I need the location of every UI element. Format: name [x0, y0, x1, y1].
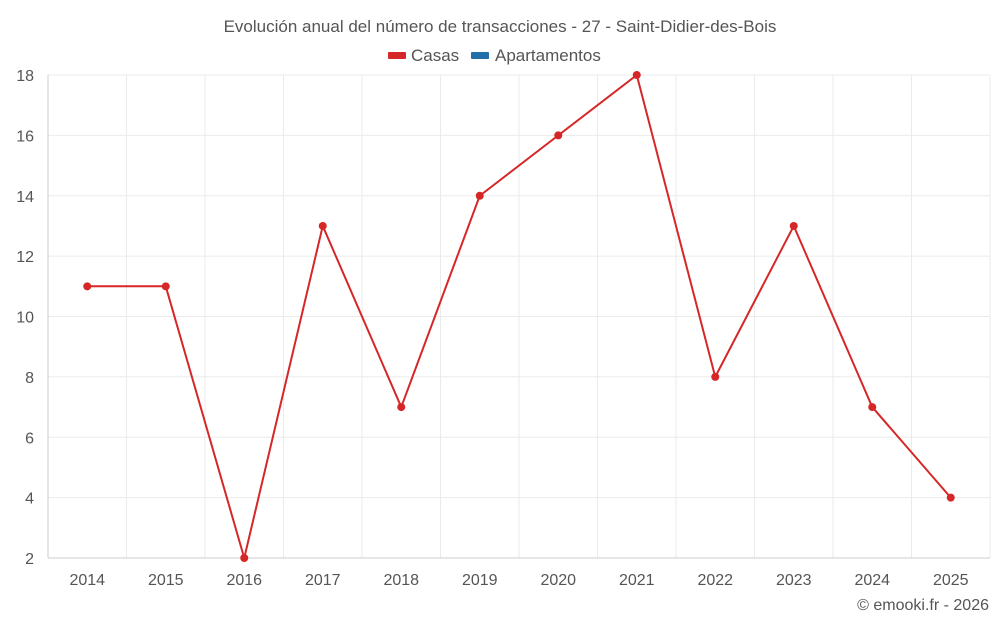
x-axis-ticks: 2014 2015 2016 2017 2018 2019 2020 2021 2022 2023… [69, 572, 968, 589]
x-tick-label-2014: 2014 [69, 572, 105, 589]
y-tick-label-18: 18 [16, 68, 34, 85]
x-tick-label-2021: 2021 [619, 572, 655, 589]
data-point-casas-2015 [161, 282, 170, 291]
y-tick-label-8: 8 [25, 370, 34, 387]
series-line-casas [87, 74, 952, 559]
x-tick-label-2023: 2023 [776, 572, 812, 589]
legend-swatch-casas[interactable] [388, 52, 406, 59]
x-tick-label-2017: 2017 [305, 572, 341, 589]
data-point-casas-2023 [789, 221, 798, 230]
data-point-casas-2014 [83, 282, 92, 291]
data-point-casas-2022 [711, 372, 720, 381]
legend-swatch-apartamentos[interactable] [471, 52, 489, 59]
data-point-casas-2016 [240, 554, 249, 562]
credit-text: © emooki.fr - 2026 [857, 597, 989, 614]
x-tick-label-2022: 2022 [697, 572, 733, 589]
axes [47, 75, 990, 559]
y-axis-ticks: 2 4 6 8 10 12 14 16 18 [16, 68, 34, 568]
y-tick-label-12: 12 [16, 249, 34, 266]
y-tick-label-6: 6 [25, 430, 34, 447]
data-point-casas-2020 [554, 131, 563, 140]
x-tick-label-2016: 2016 [226, 572, 262, 589]
data-point-casas-2017 [318, 221, 327, 230]
grid [47, 74, 991, 558]
y-tick-label-16: 16 [16, 128, 34, 145]
chart-title: Evolución anual del número de transaccio… [224, 17, 777, 36]
x-tick-label-2024: 2024 [854, 572, 890, 589]
x-tick-label-2019: 2019 [462, 572, 498, 589]
x-tick-label-2015: 2015 [148, 572, 184, 589]
data-point-casas-2025 [946, 493, 955, 502]
data-point-casas-2021 [632, 71, 641, 79]
legend-label-apartamentos[interactable]: Apartamentos [495, 46, 601, 65]
y-tick-label-4: 4 [25, 491, 34, 508]
y-tick-label-14: 14 [16, 189, 34, 206]
data-point-casas-2019 [475, 191, 484, 200]
x-tick-label-2020: 2020 [540, 572, 576, 589]
series-layer [83, 71, 955, 562]
y-tick-label-10: 10 [16, 310, 34, 327]
x-tick-label-2018: 2018 [383, 572, 419, 589]
legend: Casas Apartamentos [388, 46, 601, 65]
data-point-casas-2024 [868, 403, 877, 412]
data-point-casas-2018 [397, 403, 406, 412]
x-tick-label-2025: 2025 [933, 572, 969, 589]
legend-label-casas[interactable]: Casas [411, 46, 459, 65]
y-tick-label-2: 2 [25, 551, 34, 568]
